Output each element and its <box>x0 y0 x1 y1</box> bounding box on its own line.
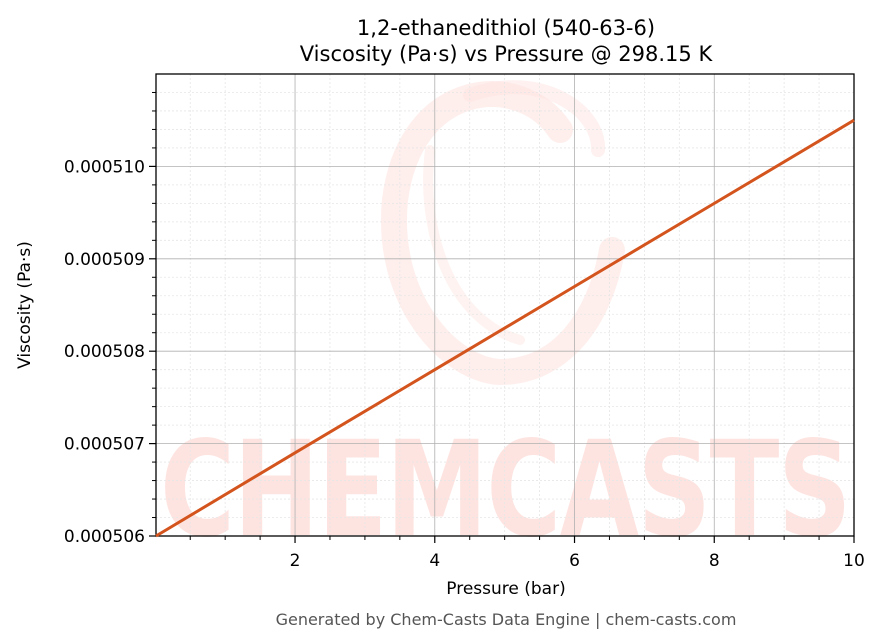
major-ticks <box>149 165 855 543</box>
x-tick-labels: 2 4 6 8 10 <box>290 551 865 571</box>
watermark-text: CHEMCASTS <box>160 413 850 567</box>
x-tick-label: 2 <box>290 551 301 571</box>
minor-ticks <box>152 91 820 540</box>
y-tick-label: 0.000508 <box>64 342 145 362</box>
chart-subtitle: Viscosity (Pa·s) vs Pressure @ 298.15 K <box>300 42 714 66</box>
x-axis-label: Pressure (bar) <box>446 579 565 599</box>
y-tick-label: 0.000506 <box>64 527 145 547</box>
x-tick-label: 4 <box>429 551 440 571</box>
watermark-logo-icon <box>380 80 625 386</box>
x-tick-label: 6 <box>569 551 580 571</box>
y-tick-labels: 0.000506 0.000507 0.000508 0.000509 0.000510 <box>64 157 145 547</box>
series-layer <box>155 118 855 538</box>
x-tick-label: 8 <box>709 551 720 571</box>
y-tick-label: 0.000510 <box>64 157 145 177</box>
chart-title: 1,2-ethanedithiol (540-63-6) <box>357 16 655 40</box>
y-tick-label: 0.000509 <box>64 250 145 270</box>
series-line <box>155 118 855 538</box>
footer-credit: Generated by Chem-Casts Data Engine | ch… <box>276 610 737 629</box>
minor-grid <box>156 74 854 536</box>
y-axis-label: Viscosity (Pa·s) <box>15 241 35 369</box>
x-tick-label: 10 <box>843 551 865 571</box>
watermark: CHEMCASTS <box>160 80 852 567</box>
y-tick-label: 0.000507 <box>64 435 145 455</box>
